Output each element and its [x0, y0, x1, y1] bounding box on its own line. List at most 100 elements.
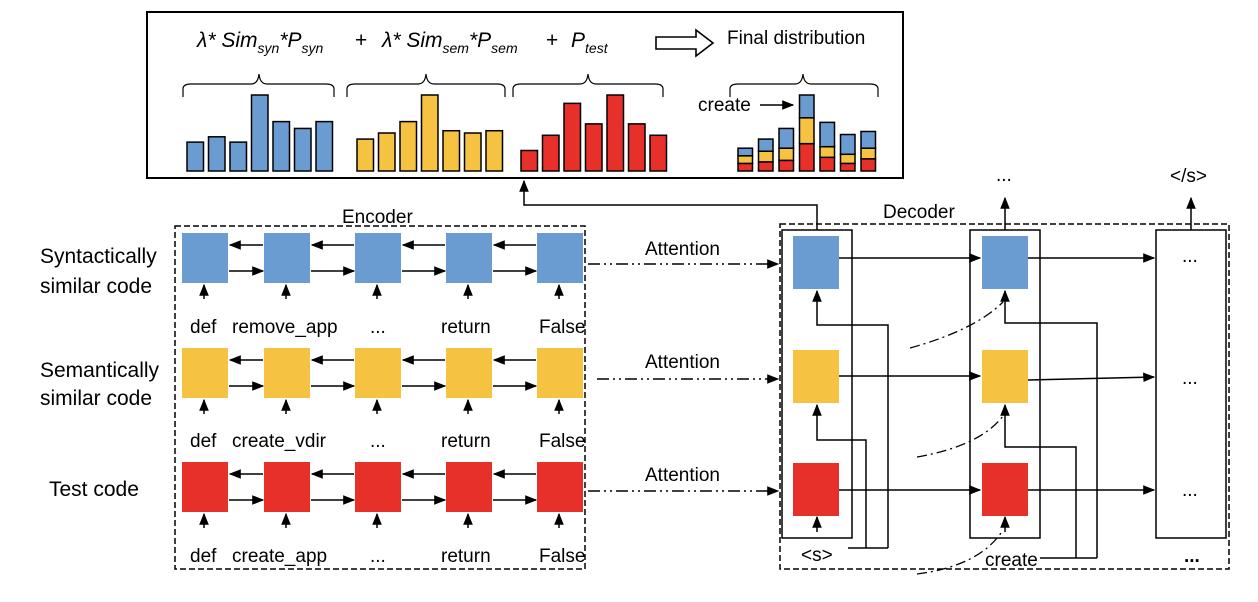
decoder-to-distribution-arrow [519, 179, 818, 230]
final-bar-6-semantic [839, 153, 856, 165]
encoder-cell-test-1 [182, 462, 228, 512]
decoder-input-start: <s> [801, 545, 833, 566]
final-bar-5-syntactic [819, 121, 836, 148]
encoder-cell-syntactic-1 [182, 233, 228, 283]
encoder-cell-test-5 [537, 462, 583, 512]
final-bar-5-semantic [819, 145, 836, 159]
brace-final [729, 73, 879, 97]
semantic-bar-1 [356, 138, 375, 172]
token-semantic-5: False [539, 431, 585, 452]
encoder-cell-syntactic-2 [264, 233, 310, 283]
decoder-feed-sem-1 [812, 403, 867, 548]
final-bar-4-syntactic [798, 94, 815, 119]
decoder-cell-sem-2 [982, 350, 1028, 403]
token-semantic-3: ... [370, 431, 386, 452]
semantic-bar-7 [485, 129, 504, 172]
copy-arrow-test [916, 529, 1004, 575]
final-bar-2-semantic [757, 150, 774, 163]
decoder-h-sem-2 [1027, 372, 1156, 383]
final-bar-6-syntactic [839, 133, 856, 156]
decoder-input-create: create [985, 550, 1038, 571]
row-label-semantic-1: Semantically [40, 359, 160, 382]
decoder-cell-test-2 [982, 463, 1028, 516]
row-label-test: Test code [49, 478, 139, 501]
test-bar-4 [584, 123, 603, 172]
decoder-feed-syn-2 [1000, 289, 1098, 558]
row-label-syntactic-1: Syntactically [40, 245, 157, 268]
token-test-2: create_app [232, 546, 327, 567]
syntactic-bar-6 [293, 127, 312, 172]
decoder-box [779, 223, 1230, 570]
encoder-cell-test-4 [446, 462, 492, 512]
final-bar-6-test [839, 162, 856, 172]
final-bar-4-test [798, 142, 815, 172]
semantic-bar-3 [399, 120, 418, 172]
test-bar-5 [606, 94, 625, 172]
encoder-cell-syntactic-3 [355, 233, 401, 283]
decoder-input-ellipsis: ... [1184, 546, 1200, 567]
encoder-cell-semantic-1 [182, 348, 228, 398]
semantic-bar-6 [463, 132, 482, 172]
syntactic-bar-7 [315, 120, 334, 172]
formula-term-test: Ptest [571, 29, 609, 56]
distribution-panel [146, 11, 904, 179]
final-bar-1-semantic [737, 155, 754, 165]
decoder-feed-syn-1 [812, 289, 889, 548]
brace-sem [346, 73, 506, 97]
semantic-bar-4 [420, 94, 439, 172]
row-label-syntactic-2: similar code [40, 275, 152, 298]
final-bar-3-semantic [778, 147, 795, 162]
decoder-feed-sem-2 [1000, 403, 1077, 558]
token-syntactic-3: ... [370, 317, 386, 338]
final-bar-3-syntactic [778, 127, 795, 149]
token-syntactic-2: remove_app [232, 317, 338, 338]
copy-arrow-sem [916, 415, 1004, 458]
final-bar-3-test [778, 159, 795, 172]
distribution-test [520, 94, 668, 172]
syntactic-bar-4 [250, 94, 269, 172]
token-test-5: False [539, 546, 585, 567]
distribution-syntactic [186, 94, 334, 172]
create-pointer-label: create [698, 95, 751, 116]
final-bar-7-syntactic [860, 130, 877, 149]
token-semantic-2: create_vdir [232, 431, 327, 452]
encoder-cell-syntactic-4 [446, 233, 492, 283]
token-syntactic-1: def [190, 317, 217, 338]
token-test-1: def [190, 546, 217, 567]
syntactic-bar-2 [207, 136, 226, 172]
encoder-cell-syntactic-5 [537, 233, 583, 283]
token-semantic-1: def [190, 431, 217, 452]
token-test-4: return [441, 546, 491, 567]
test-bar-3 [563, 102, 582, 172]
encoder-cell-semantic-3 [355, 348, 401, 398]
token-syntactic-4: return [441, 317, 491, 338]
test-bar-1 [520, 149, 539, 172]
decoder-cell-syn-2 [982, 236, 1028, 289]
formula-plus-1: + [355, 29, 367, 52]
syntactic-bar-3 [229, 141, 248, 172]
semantic-bar-2 [377, 132, 396, 172]
formula-plus-2: + [546, 29, 558, 52]
decoder-output-ellipsis: ... [996, 165, 1012, 186]
implies-arrow-icon [655, 28, 715, 58]
decoder-step-3-ellipsis-sem: ... [1182, 368, 1198, 389]
semantic-bar-5 [442, 129, 461, 172]
encoder-title: Encoder [342, 207, 413, 228]
distribution-semantic [356, 94, 504, 172]
token-test-3: ... [370, 546, 386, 567]
encoder-cell-test-2 [264, 462, 310, 512]
copy-arrow-syn [909, 301, 1004, 349]
decoder-step-3-ellipsis-test: ... [1182, 480, 1198, 501]
encoder-cell-test-3 [355, 462, 401, 512]
encoder-rows: def remove_app... return False def create_vdi… [182, 233, 585, 567]
final-bar-2-syntactic [757, 138, 774, 152]
final-bar-7-test [860, 158, 877, 172]
final-distribution-label: Final distribution [727, 28, 865, 49]
final-bar-1-syntactic [737, 147, 754, 157]
decoder-cell-sem-1 [793, 350, 839, 403]
formula-term-syn: λ* Simsyn*Psyn [196, 29, 324, 56]
test-bar-2 [541, 134, 560, 172]
decoder-cell-test-1 [793, 463, 839, 516]
